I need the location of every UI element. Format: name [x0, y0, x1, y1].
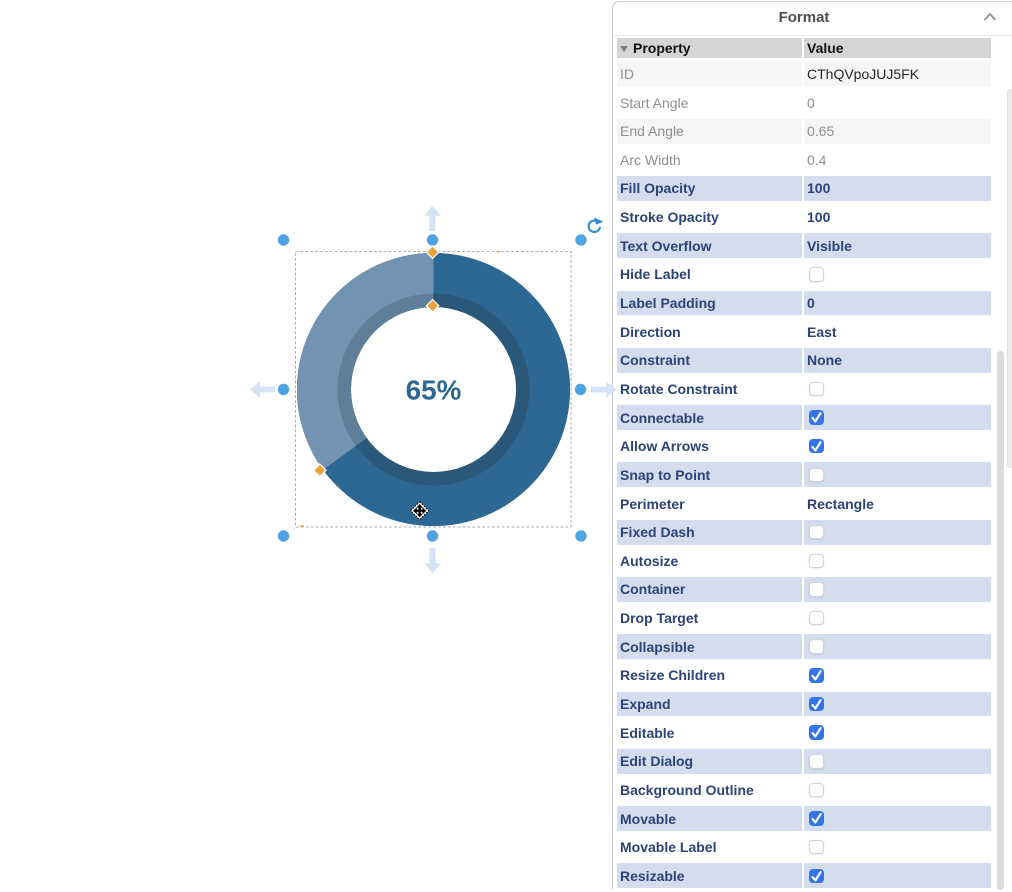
- svg-text:65%: 65%: [406, 374, 462, 405]
